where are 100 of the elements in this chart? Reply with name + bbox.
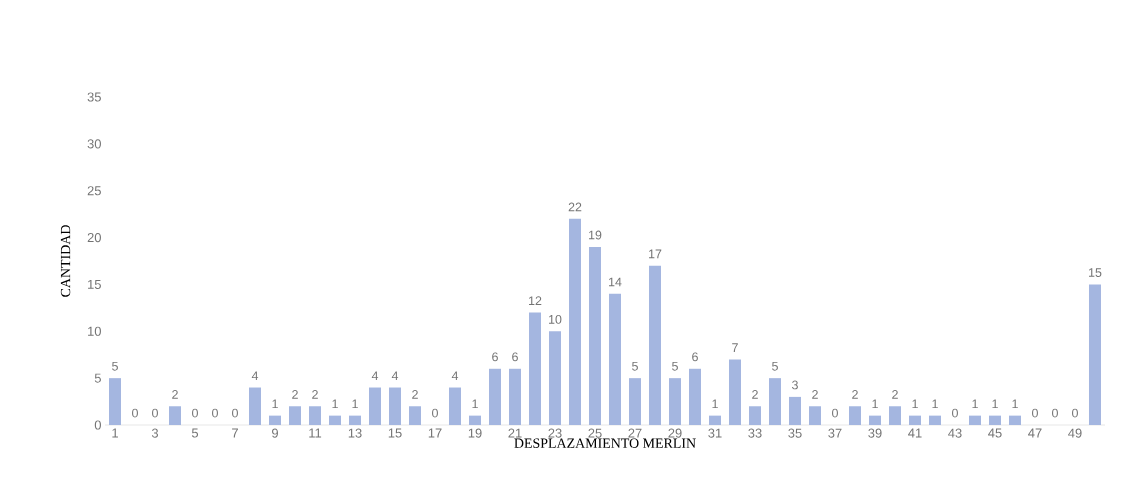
data-label: 1: [272, 399, 278, 409]
data-label: 1: [472, 399, 478, 409]
data-label: 5: [772, 361, 778, 371]
data-label: 2: [412, 390, 418, 399]
x-tick-label: 23: [548, 428, 562, 438]
data-label: 4: [391, 371, 399, 380]
x-tick-label: 35: [788, 428, 802, 438]
bar: [868, 415, 881, 425]
data-label: 2: [852, 390, 858, 399]
data-label: 0: [1072, 408, 1078, 418]
data-label: 4: [371, 371, 379, 380]
data-label: 19: [589, 230, 602, 240]
data-label: 1: [872, 399, 878, 409]
bar: [928, 415, 941, 425]
bar: [1088, 284, 1101, 425]
x-tick-label: 43: [948, 428, 962, 438]
bar: [888, 406, 901, 425]
data-label: 5: [112, 361, 118, 371]
data-label: 0: [432, 408, 438, 418]
data-label: 1: [972, 399, 978, 409]
y-axis-title: CANTIDAD: [60, 225, 71, 297]
bar: [169, 406, 181, 425]
bar: [269, 415, 281, 425]
y-tick-label: 25: [87, 186, 101, 196]
data-label: 0: [952, 408, 958, 418]
bar: [788, 396, 801, 425]
bar: [748, 406, 761, 425]
x-tick-label: 31: [708, 428, 722, 438]
bar: [109, 378, 121, 425]
data-label: 5: [632, 361, 638, 371]
x-tick-label: 45: [988, 428, 1002, 438]
data-label: 0: [212, 408, 218, 418]
data-label: 22: [568, 202, 582, 212]
data-label: 1: [1012, 399, 1018, 409]
data-label: 3: [792, 380, 798, 390]
data-label: 1: [332, 399, 338, 409]
x-tick-label: 15: [388, 428, 402, 438]
data-label: 1: [992, 399, 998, 409]
x-tick-label: 13: [348, 428, 362, 438]
bar: [608, 293, 621, 425]
data-label: 2: [892, 390, 898, 399]
bar: [369, 387, 381, 425]
data-label: 0: [832, 408, 838, 418]
x-tick-label: 37: [828, 428, 842, 438]
data-label: 5: [672, 361, 678, 371]
data-label: 0: [1052, 408, 1058, 418]
data-label: 6: [692, 352, 698, 362]
data-label: 1: [912, 399, 918, 409]
data-label: 0: [132, 408, 138, 418]
data-label: 4: [451, 371, 459, 380]
data-label: 0: [232, 408, 238, 418]
x-tick-label: 1: [112, 428, 118, 438]
x-tick-label: 47: [1028, 428, 1042, 438]
bar: [848, 406, 861, 425]
x-tick-label: 21: [508, 428, 522, 438]
bar: [329, 415, 341, 425]
bar: [509, 368, 521, 425]
data-label: 7: [732, 343, 738, 352]
bar: [549, 331, 561, 425]
data-label: 0: [1032, 408, 1038, 418]
x-tick-label: 33: [748, 428, 762, 438]
bar: [728, 359, 741, 425]
bar: [469, 415, 481, 425]
x-tick-label: 27: [628, 428, 642, 438]
x-tick-label: 39: [868, 428, 882, 438]
x-tick-label: 11: [309, 428, 322, 438]
data-label: 2: [312, 390, 318, 399]
bar: [1008, 415, 1021, 425]
y-tick-label: 10: [88, 326, 101, 336]
x-tick-label: 29: [668, 428, 682, 438]
bar: [249, 387, 261, 425]
x-tick-label: 3: [151, 428, 159, 438]
bar: [628, 378, 641, 425]
data-label: 17: [649, 249, 662, 259]
bar: [708, 415, 721, 425]
bar: [668, 378, 681, 425]
bar: [449, 387, 461, 425]
data-label: 6: [492, 352, 498, 362]
data-label: 1: [712, 399, 718, 409]
x-axis-title: DESPLAZAMIENTO MERLIN: [514, 438, 696, 448]
bar: [309, 406, 321, 425]
data-label: 2: [812, 390, 818, 399]
bar: [569, 218, 581, 425]
bar: [409, 406, 421, 425]
data-label: 1: [932, 399, 938, 409]
bar: [988, 415, 1001, 425]
data-label: 0: [192, 408, 198, 418]
x-tick-label: 9: [272, 428, 278, 438]
bar: [529, 312, 541, 425]
y-tick-label: 5: [94, 373, 101, 383]
data-label: 12: [529, 296, 542, 306]
x-tick-label: 5: [191, 428, 199, 438]
y-tick-label: 30: [87, 139, 101, 149]
y-tick-label: 20: [87, 232, 101, 243]
bar: [389, 387, 401, 425]
bar: [908, 415, 921, 425]
x-tick-label: 7: [232, 428, 238, 438]
bar: [289, 406, 301, 425]
data-label: 6: [512, 352, 518, 362]
bar: [588, 246, 601, 425]
